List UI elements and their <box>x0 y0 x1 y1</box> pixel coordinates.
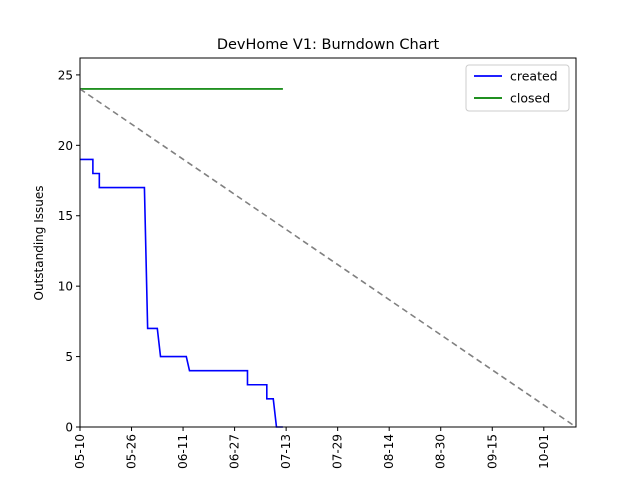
x-tick-label: 07-29 <box>331 434 345 469</box>
x-axis-ticks: 05-10 05-26 06-11 06-27 07-13 07-29 08-14 08-30… <box>73 427 551 469</box>
chart-title: DevHome V1: Burndown Chart <box>217 37 440 53</box>
y-tick-label: 15 <box>58 209 73 223</box>
x-tick-label: 06-27 <box>228 434 242 469</box>
y-tick-label: 0 <box>65 421 73 435</box>
legend: created closed <box>465 64 570 112</box>
y-tick-label: 20 <box>58 139 73 153</box>
y-tick-label: 25 <box>58 68 73 82</box>
x-tick-label: 08-30 <box>434 434 448 469</box>
plot-lines <box>79 88 577 428</box>
series-line-created <box>80 158 283 428</box>
x-tick-label: 06-11 <box>176 434 190 469</box>
series-line-ideal-trend <box>79 88 577 428</box>
x-tick-label: 09-15 <box>485 434 499 469</box>
legend-label-closed: closed <box>510 91 550 106</box>
x-tick-label: 10-01 <box>537 434 551 469</box>
x-tick-label: 08-14 <box>382 434 396 469</box>
y-tick-label: 5 <box>65 350 73 364</box>
y-axis-label: Outstanding Issues <box>32 186 46 301</box>
x-tick-label: 05-10 <box>73 434 87 469</box>
plot-frame <box>79 57 577 428</box>
x-tick-label: 07-13 <box>279 434 293 469</box>
x-tick-label: 05-26 <box>125 434 139 469</box>
legend-label-created: created <box>510 69 558 84</box>
y-axis-ticks: 0 5 10 15 20 25 <box>58 68 80 435</box>
y-tick-label: 10 <box>58 280 73 294</box>
